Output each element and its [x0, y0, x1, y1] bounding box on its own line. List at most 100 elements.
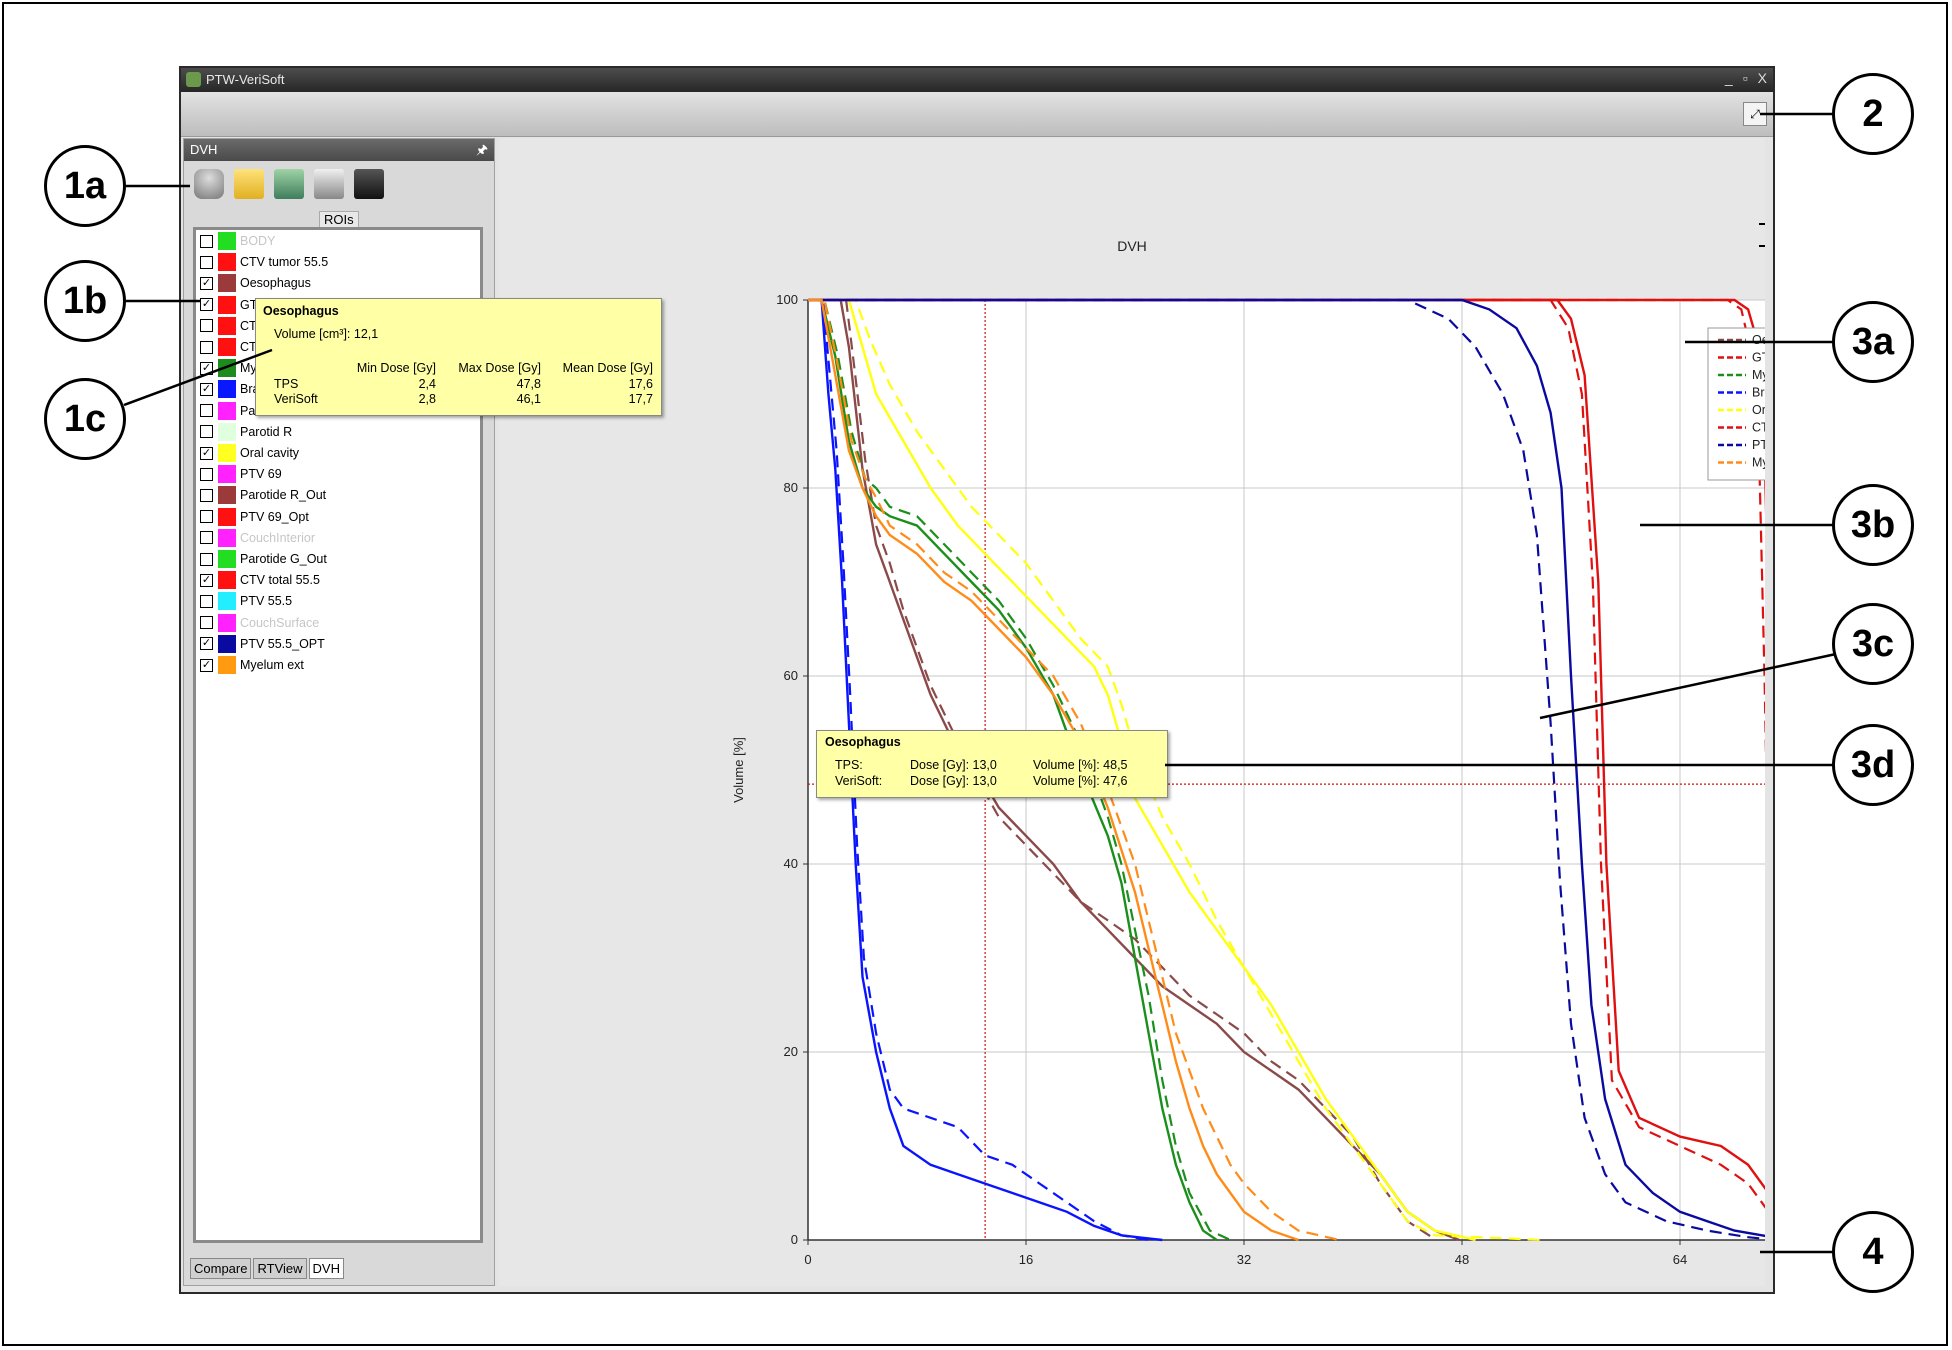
roi-label: Parotid R: [240, 424, 293, 439]
printer-icon[interactable]: [314, 169, 344, 199]
series-line-tps: [808, 298, 1790, 1242]
close-button[interactable]: X: [1757, 70, 1767, 86]
roi-color-swatch: [218, 338, 236, 356]
roi-tooltip-row-mean: 17,6: [628, 377, 653, 391]
roi-checkbox[interactable]: ✓: [200, 446, 213, 460]
roi-label: Parotide G_Out: [240, 552, 327, 566]
series-line-tps: [808, 298, 1163, 1242]
callout-3d: 3d: [1832, 724, 1914, 806]
callout-1b: 1b: [44, 260, 126, 342]
database-icon[interactable]: [194, 169, 224, 199]
roi-tooltip-header-mean: Mean Dose [Gy]: [562, 361, 653, 375]
roi-row[interactable]: Parotid R: [200, 422, 293, 441]
roi-row[interactable]: CouchInterior: [200, 528, 315, 547]
roi-label: PTV 55.5_OPT: [240, 636, 325, 651]
callout-1a: 1a: [44, 145, 126, 227]
roi-row[interactable]: PTV 55.5: [200, 592, 292, 611]
legend-label: GTV tumeur: [1752, 351, 1765, 365]
roi-checkbox[interactable]: ✓: [200, 573, 213, 587]
roi-tooltip-row-max: 46,1: [516, 392, 541, 406]
panel-title: DVH: [190, 142, 218, 157]
roi-checkbox[interactable]: [200, 510, 213, 524]
roi-checkbox[interactable]: [200, 488, 213, 502]
series-line-verisoft: [808, 298, 1437, 1241]
roi-checkbox[interactable]: [200, 255, 213, 269]
roi-tooltip-row-name: TPS: [274, 377, 299, 391]
roi-row[interactable]: Parotide G_Out: [200, 550, 327, 568]
roi-checkbox[interactable]: [200, 340, 213, 354]
roi-checkbox[interactable]: ✓: [200, 276, 213, 290]
roi-row[interactable]: PTV 69_Opt: [200, 507, 309, 526]
chart-export-icon[interactable]: ⤢: [1743, 102, 1767, 126]
restore-button[interactable]: ▫: [1742, 70, 1748, 86]
series-line-verisoft: [808, 298, 1149, 1242]
roi-checkbox[interactable]: [200, 552, 213, 566]
roi-row[interactable]: BODY: [200, 232, 275, 250]
roi-row[interactable]: PTV 69: [200, 465, 282, 484]
roi-checkbox[interactable]: ✓: [200, 637, 213, 651]
point-tooltip-row-name: VeriSoft:: [835, 774, 883, 788]
roi-row[interactable]: ✓ PTV 55.5_OPT: [200, 634, 325, 653]
callout-4: 4: [1832, 1211, 1914, 1293]
save-icon[interactable]: [354, 169, 384, 199]
roi-checkbox[interactable]: [200, 404, 213, 418]
x-tick-label: 0: [804, 1252, 811, 1267]
tab-rtview[interactable]: RTView: [253, 1258, 307, 1279]
tab-compare[interactable]: Compare: [190, 1258, 252, 1279]
roi-color-swatch: [218, 359, 236, 378]
roi-color-swatch: [218, 613, 236, 632]
chart-title: DVH: [1117, 238, 1147, 254]
roi-tooltip-volume: Volume [cm³]: 12,1: [274, 327, 379, 341]
roi-checkbox[interactable]: ✓: [200, 658, 213, 672]
roi-checkbox[interactable]: ✓: [200, 298, 213, 312]
roi-tooltip-header-max: Max Dose [Gy]: [458, 361, 541, 375]
roi-checkbox[interactable]: ✓: [200, 361, 213, 375]
roi-checkbox[interactable]: [200, 531, 213, 545]
roi-tooltip-row-min: 2,8: [418, 392, 436, 406]
callout-3b: 3b: [1832, 484, 1914, 566]
tab-dvh[interactable]: DVH: [308, 1258, 344, 1279]
roi-row[interactable]: ✓ Myelum ext: [200, 656, 304, 674]
roi-row[interactable]: ✓ Oral cavity: [200, 444, 299, 462]
roi-color-swatch: [218, 316, 236, 335]
series-line-verisoft: [808, 298, 1544, 1242]
dvh-chart[interactable]: 01632486480020406080100DVHDose [Gy]Volum…: [499, 138, 1905, 1301]
roi-checkbox[interactable]: [200, 467, 213, 481]
y-tick-label: 0: [791, 1232, 798, 1247]
roi-color-swatch: [218, 232, 236, 250]
series-line-tps: [808, 298, 1299, 1242]
roi-color-swatch: [218, 507, 236, 526]
roi-label: PTV 69_Opt: [240, 509, 309, 524]
point-tooltip-row-volume: Volume [%]: 48,5: [1033, 758, 1128, 772]
minimize-button[interactable]: _: [1724, 70, 1733, 86]
roi-row[interactable]: ✓ CTV total 55.5: [200, 571, 320, 590]
roi-checkbox[interactable]: [200, 234, 213, 248]
roi-label: CouchSurface: [240, 615, 320, 630]
roi-checkbox[interactable]: [200, 425, 213, 439]
roi-checkbox[interactable]: [200, 594, 213, 608]
legend-label: Oral cavity: [1752, 403, 1765, 417]
roi-checkbox[interactable]: [200, 319, 213, 333]
roi-label: PTV 69: [240, 467, 282, 482]
series-line-verisoft: [808, 298, 1231, 1241]
roi-label: CTV tumor 55.5: [240, 255, 329, 270]
roi-color-swatch: [218, 465, 236, 484]
y-axis-label: Volume [%]: [731, 737, 746, 803]
pin-icon[interactable]: 🖈: [475, 142, 488, 157]
roi-color-swatch: [218, 274, 236, 293]
roi-checkbox[interactable]: ✓: [200, 382, 213, 396]
roi-checkbox[interactable]: [200, 616, 213, 630]
roi-tooltip-title: Oesophagus: [263, 304, 339, 318]
roi-row[interactable]: CouchSurface: [200, 613, 320, 632]
legend-label: CTV total 55.5: [1752, 421, 1765, 435]
folder-icon[interactable]: [234, 169, 264, 199]
title-bar: PTW-VeriSoft _ ▫ X: [181, 68, 1773, 92]
roi-row[interactable]: Parotide R_Out: [200, 486, 326, 505]
legend-label: Myelum ext: [1752, 456, 1765, 470]
calculator-icon[interactable]: [274, 169, 304, 199]
app-window: PTW-VeriSoft _ ▫ X ⤢ DVH 🖈 ROIs BODY CTV …: [179, 66, 1905, 1301]
roi-color-swatch: [218, 444, 236, 462]
roi-row[interactable]: CTV tumor 55.5: [200, 253, 329, 272]
roi-row[interactable]: ✓ Oesophagus: [200, 274, 311, 293]
